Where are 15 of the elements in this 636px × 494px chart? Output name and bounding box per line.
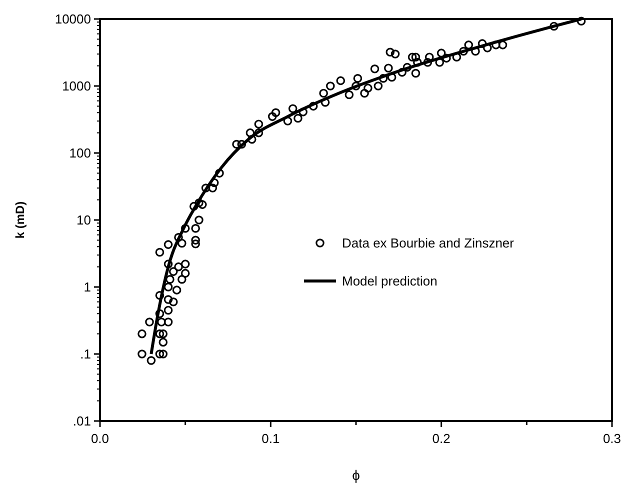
- y-tick-label: 10000: [54, 12, 91, 27]
- legend-label: Model prediction: [342, 274, 438, 289]
- legend-label: Data ex Bourbie and Zinszner: [342, 236, 515, 251]
- x-tick-label: 0.0: [90, 431, 110, 446]
- y-tick-label: 10: [76, 212, 91, 228]
- y-tick-label: .1: [80, 346, 91, 362]
- y-axis-title: k (mD): [13, 201, 27, 239]
- x-tick-label: 0.2: [432, 431, 450, 446]
- x-tick-label: 0.1: [262, 431, 280, 446]
- y-tick-label: .01: [72, 414, 91, 429]
- y-tick-label: 1: [84, 280, 91, 295]
- y-tick-label: 100: [69, 146, 91, 161]
- x-axis-title: ϕ: [352, 467, 360, 483]
- y-tick-label: 1000: [62, 78, 91, 94]
- x-tick-label: 0.3: [602, 431, 622, 446]
